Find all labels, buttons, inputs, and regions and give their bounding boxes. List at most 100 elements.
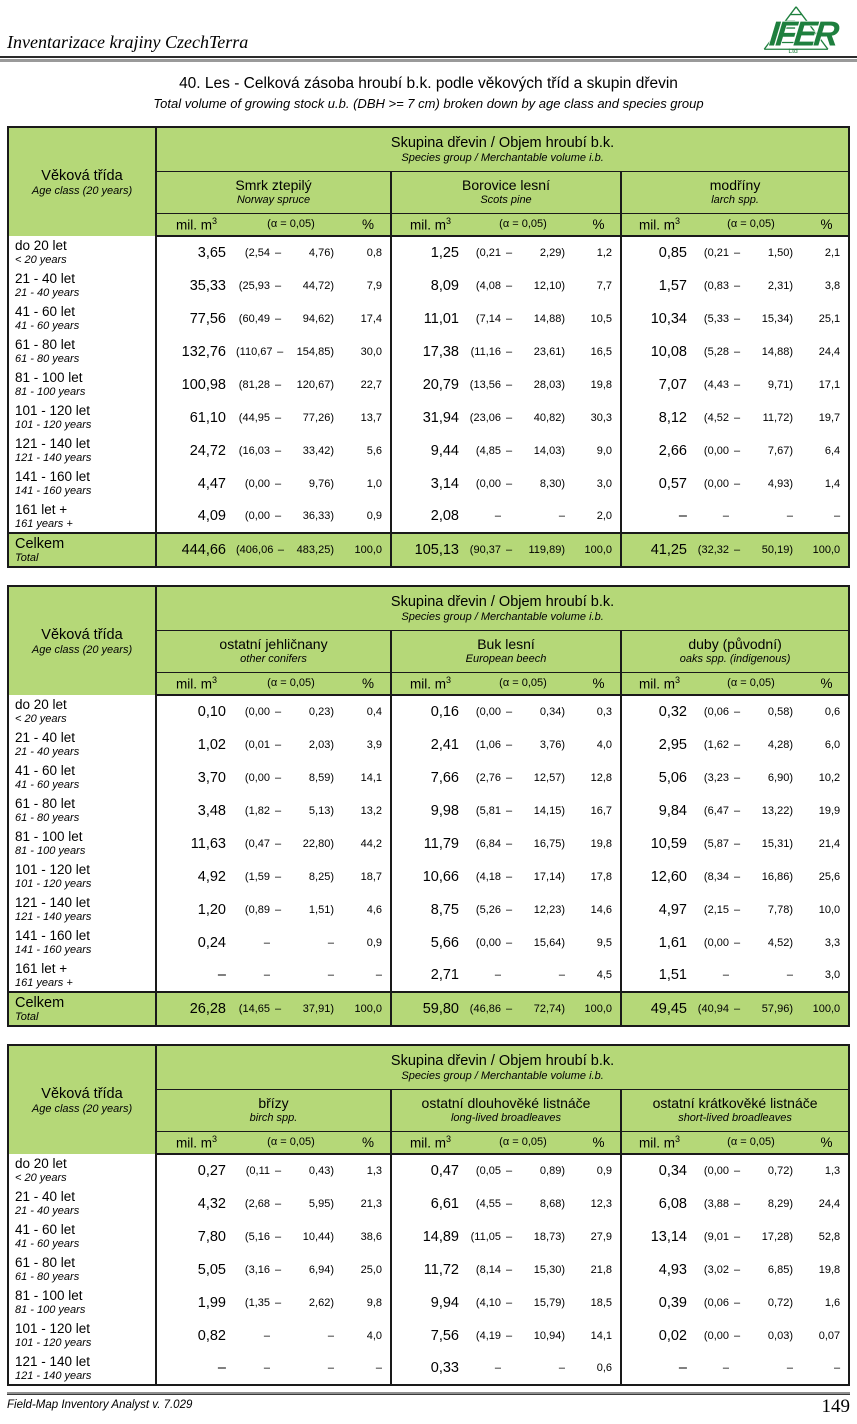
confidence-interval-cell: (11,05–18,73) <box>469 1220 577 1253</box>
volume-value-cell: 14,89 <box>422 1228 459 1245</box>
percent-header: % <box>805 1131 850 1155</box>
ci-low-value: (2,54 <box>236 247 270 259</box>
ci-low-number: 3,88 <box>707 1197 729 1210</box>
percent-value-cell: 100,0 <box>346 532 392 567</box>
ci-open-paren: ( <box>244 247 249 259</box>
ci-open-paren: ( <box>475 738 480 751</box>
tables-container: Věková třída Age class (20 years) Skupina … <box>7 126 851 1386</box>
ci-dash: – <box>505 411 513 424</box>
volume-value-cell: 1,61 <box>658 934 687 951</box>
unit-header: mil. m3 <box>391 672 469 696</box>
ci-low-value: (44,95 <box>236 412 270 424</box>
ci-wrap: – – <box>236 937 346 949</box>
ci-dash: – <box>505 1197 513 1210</box>
age-class-header-en: Age class (20 years) <box>31 643 133 656</box>
age-class-cell: 101 - 120 let 101 - 120 years <box>8 860 157 893</box>
confidence-interval-cell: (406,06–483,25) <box>236 532 346 567</box>
percent-value-cell: 12,3 <box>577 1187 622 1220</box>
ci-high-value: 5,13) <box>286 805 334 817</box>
ci-close-paren: ) <box>330 837 334 850</box>
ci-low-value: (0,83 <box>697 280 729 292</box>
ci-close-paren: ) <box>330 247 334 259</box>
ci-wrap: (4,08–12,10) <box>469 280 577 292</box>
confidence-interval-cell: (44,95–77,26) <box>236 401 346 434</box>
ci-low-value: – <box>263 969 270 981</box>
ci-dash: – <box>274 444 282 457</box>
percent-value-cell: 2,0 <box>577 500 622 533</box>
age-class-cell: 81 - 100 let 81 - 100 years <box>8 1286 157 1319</box>
ci-dash: – <box>733 1263 741 1276</box>
species-name-cs: Buk lesní <box>477 635 535 652</box>
ci-low-value: – <box>494 510 501 522</box>
ci-wrap: (0,00–8,59) <box>236 772 346 784</box>
ci-low-number: 0,00 <box>248 510 270 522</box>
unit-label: mil. m <box>175 676 212 692</box>
age-class-label-cs: do 20 let <box>15 238 67 254</box>
ci-high-value: 1,51) <box>286 904 334 916</box>
ci-wrap: – – <box>697 969 805 981</box>
ci-dash: – <box>505 279 513 292</box>
volume-value-cell: 10,08 <box>650 343 687 360</box>
ci-low-value: (11,16 <box>469 346 501 358</box>
percent-value-cell: 14,6 <box>577 893 622 926</box>
ci-low-value: (5,26 <box>469 904 501 916</box>
percent-value-cell: 5,6 <box>346 434 392 467</box>
ci-dash: – <box>277 544 284 556</box>
volume-table-3: Věková třída Age class (20 years) Skupina … <box>7 1044 851 1386</box>
ci-close-paren: ) <box>789 1197 793 1210</box>
ci-open-paren: ( <box>238 411 243 424</box>
percent-header: % <box>346 672 392 696</box>
ci-low-number: 11,05 <box>474 1230 501 1243</box>
percent-value-cell: 21,3 <box>346 1187 392 1220</box>
ci-open-paren: ( <box>703 378 708 391</box>
ci-close-paren: ) <box>561 837 565 850</box>
ci-low-number: 3,23 <box>707 771 729 784</box>
ci-high-number: 15,64 <box>533 936 562 949</box>
confidence-interval-cell: (4,43–9,71) <box>697 368 805 401</box>
confidence-interval-cell: (8,14–15,30) <box>469 1253 577 1286</box>
volume-value-cell: 4,92 <box>197 868 226 885</box>
ci-open-paren: ( <box>470 345 475 358</box>
volume-value-cell: 0,39 <box>658 1294 687 1311</box>
ci-wrap: (0,06–0,72) <box>697 1297 805 1309</box>
ci-wrap: (11,05–18,73) <box>469 1231 577 1243</box>
percent-value-cell: 100,0 <box>577 991 622 1026</box>
ci-low-value: (1,82 <box>236 805 270 817</box>
age-class-label-cs: 61 - 80 let <box>15 337 76 353</box>
ci-high-value: 8,30) <box>517 478 565 490</box>
ci-dash: – <box>505 378 513 391</box>
ci-high-value: 17,28) <box>745 1231 793 1243</box>
percent-value-cell: 3,8 <box>824 279 841 292</box>
ifer-logo: IFER Ltd <box>763 6 842 55</box>
ci-low-value: (0,00 <box>469 937 501 949</box>
ci-high-number: 0,72 <box>767 1296 790 1309</box>
confidence-interval-cell: (46,86–72,74) <box>469 991 577 1026</box>
ci-close-paren: ) <box>330 706 334 718</box>
total-label-cell: Celkem Total <box>8 532 157 567</box>
age-class-label-en: 81 - 100 years <box>15 1304 86 1317</box>
confidence-interval-cell: (5,81–14,15) <box>469 794 577 827</box>
confidence-interval-cell: – – <box>236 926 346 959</box>
ci-low-number: 46,86 <box>473 1003 501 1015</box>
ci-dash: – <box>505 903 513 916</box>
ci-close-paren: ) <box>561 804 565 817</box>
ci-high-value: 40,82) <box>517 412 565 424</box>
ci-open-paren: ( <box>244 804 249 817</box>
confidence-interval-cell: (0,00–8,59) <box>236 761 346 794</box>
confidence-interval-cell: (13,56–28,03) <box>469 368 577 401</box>
ci-low-number: 2,15 <box>707 903 729 916</box>
confidence-interval-cell: (5,28–14,88) <box>697 335 805 368</box>
volume-value-cell: 5,66 <box>430 934 459 951</box>
ci-wrap: (1,82–5,13) <box>236 805 346 817</box>
ci-low-number: 3,16 <box>248 1263 270 1276</box>
volume-value-cell: 26,28 <box>156 991 236 1026</box>
ci-high-number: 2,31 <box>767 279 790 292</box>
ci-low-value: – <box>263 936 270 949</box>
ci-dash: – <box>733 544 741 556</box>
age-class-label-cs: 121 - 140 let <box>15 895 91 911</box>
ci-close-paren: ) <box>330 1003 334 1015</box>
percent-value-cell: 19,9 <box>818 804 841 817</box>
ci-open-paren: ( <box>475 247 480 259</box>
table-row: 141 - 160 let 141 - 160 years 4,47 (0,00–9,… <box>8 467 849 500</box>
